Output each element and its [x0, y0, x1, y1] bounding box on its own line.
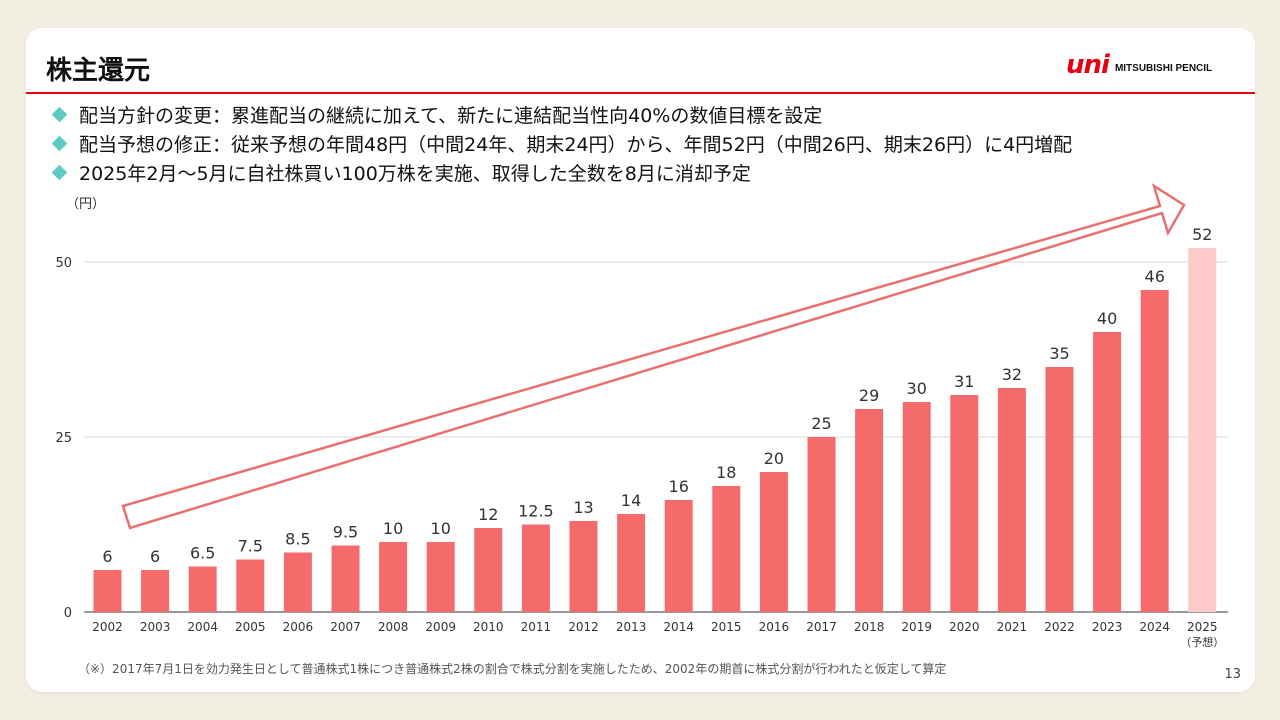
data-label: 20	[764, 449, 784, 468]
data-label: 30	[907, 379, 927, 398]
bar	[1140, 290, 1169, 612]
footnote: （※）2017年7月1日を効力発生日として普通株式1株につき普通株式2株の割合で…	[78, 662, 947, 676]
bar	[188, 566, 217, 612]
x-tick-label: 2023	[1092, 620, 1123, 634]
bullet-text: 配当方針の変更：累進配当の継続に加えて、新たに連結配当性向40%の数値目標を設定	[79, 105, 823, 127]
bullet-item: 配当予想の修正：従来予想の年間48円（中間24年、期末24円）から、年間52円（…	[50, 129, 1072, 158]
bar	[807, 437, 836, 612]
data-label: 10	[431, 519, 451, 538]
bar	[521, 524, 550, 612]
x-tick-label: 2025	[1187, 620, 1218, 634]
x-tick-label: 2003	[140, 620, 171, 634]
data-label: 14	[621, 491, 641, 510]
bar	[1093, 332, 1122, 612]
x-tick-label: 2009	[425, 620, 456, 634]
page-number: 13	[1224, 667, 1241, 682]
data-label: 10	[383, 519, 403, 538]
x-tick-label: 2020	[949, 620, 980, 634]
x-tick-label: 2021	[997, 620, 1028, 634]
bar	[141, 570, 170, 612]
y-tick-label: 50	[55, 256, 72, 271]
x-tick-label: 2015	[711, 620, 742, 634]
x-tick-label: 2006	[283, 620, 314, 634]
data-label: 18	[716, 463, 736, 482]
data-label: 7.5	[238, 537, 263, 556]
bar	[855, 409, 884, 612]
bar	[379, 542, 408, 612]
x-tick-label: 2019	[901, 620, 932, 634]
bar	[1188, 248, 1217, 612]
data-label: 12.5	[518, 502, 554, 521]
bar	[474, 528, 503, 612]
data-label: 6.5	[190, 544, 215, 563]
data-label: 6	[150, 547, 160, 566]
data-label: 29	[859, 386, 879, 405]
x-tick-label: 2011	[521, 620, 552, 634]
x-tick-label: 2008	[378, 620, 409, 634]
x-tick-label: 2022	[1044, 620, 1075, 634]
bar	[997, 388, 1026, 612]
bullet-item: 配当方針の変更：累進配当の継続に加えて、新たに連結配当性向40%の数値目標を設定	[50, 100, 1072, 129]
trend-arrow-icon	[121, 183, 1186, 530]
bar	[617, 514, 646, 612]
y-axis-unit-label: （円）	[66, 197, 105, 212]
bar	[759, 472, 788, 612]
page-title: 株主還元	[46, 56, 151, 86]
bar	[426, 542, 455, 612]
x-tick-label: 2012	[568, 620, 599, 634]
title-divider	[26, 92, 1255, 94]
data-label: 46	[1145, 267, 1165, 286]
data-label: 40	[1097, 309, 1117, 328]
bullet-text: 配当予想の修正：従来予想の年間48円（中間24年、期末24円）から、年間52円（…	[79, 134, 1073, 156]
bullet-text: 2025年2月～5月に自社株買い100万株を実施、取得した全数を8月に消却予定	[79, 163, 751, 185]
bullet-list: 配当方針の変更：累進配当の継続に加えて、新たに連結配当性向40%の数値目標を設定…	[50, 100, 1072, 187]
data-label: 8.5	[285, 530, 310, 549]
x-tick-label: 2018	[854, 620, 885, 634]
data-label: 31	[954, 372, 974, 391]
data-label: 35	[1049, 344, 1069, 363]
data-label: 32	[1002, 365, 1022, 384]
x-tick-label: 2007	[330, 620, 361, 634]
bar	[664, 500, 693, 612]
company-logo: uni MITSUBISHI PENCIL	[1066, 50, 1213, 80]
bar	[902, 402, 931, 612]
bar	[712, 486, 741, 612]
bar	[236, 559, 265, 612]
x-tick-label: 2010	[473, 620, 504, 634]
bar	[331, 545, 360, 612]
bar	[283, 552, 312, 612]
bar	[569, 521, 598, 612]
x-tick-label: 2013	[616, 620, 647, 634]
bar	[950, 395, 979, 612]
data-label: 52	[1192, 225, 1212, 244]
x-tick-sublabel: （予想）	[1180, 635, 1224, 649]
data-label: 25	[811, 414, 831, 433]
x-tick-label: 2017	[806, 620, 837, 634]
logo-text: MITSUBISHI PENCIL	[1114, 63, 1213, 74]
data-label: 13	[573, 498, 593, 517]
y-tick-label: 0	[64, 606, 72, 621]
uni-logo-mark: uni	[1066, 50, 1110, 80]
data-label: 16	[669, 477, 689, 496]
x-tick-label: 2005	[235, 620, 266, 634]
data-label: 9.5	[333, 523, 358, 542]
x-tick-label: 2014	[663, 620, 694, 634]
data-label: 12	[478, 505, 498, 524]
bullet-item: 2025年2月～5月に自社株買い100万株を実施、取得した全数を8月に消却予定	[50, 158, 1072, 187]
x-tick-label: 2002	[92, 620, 123, 634]
bar	[1045, 367, 1074, 612]
x-tick-label: 2016	[759, 620, 790, 634]
y-tick-label: 25	[55, 431, 72, 446]
data-label: 6	[102, 547, 112, 566]
x-tick-label: 2024	[1139, 620, 1170, 634]
x-tick-label: 2004	[187, 620, 218, 634]
bar	[93, 570, 122, 612]
